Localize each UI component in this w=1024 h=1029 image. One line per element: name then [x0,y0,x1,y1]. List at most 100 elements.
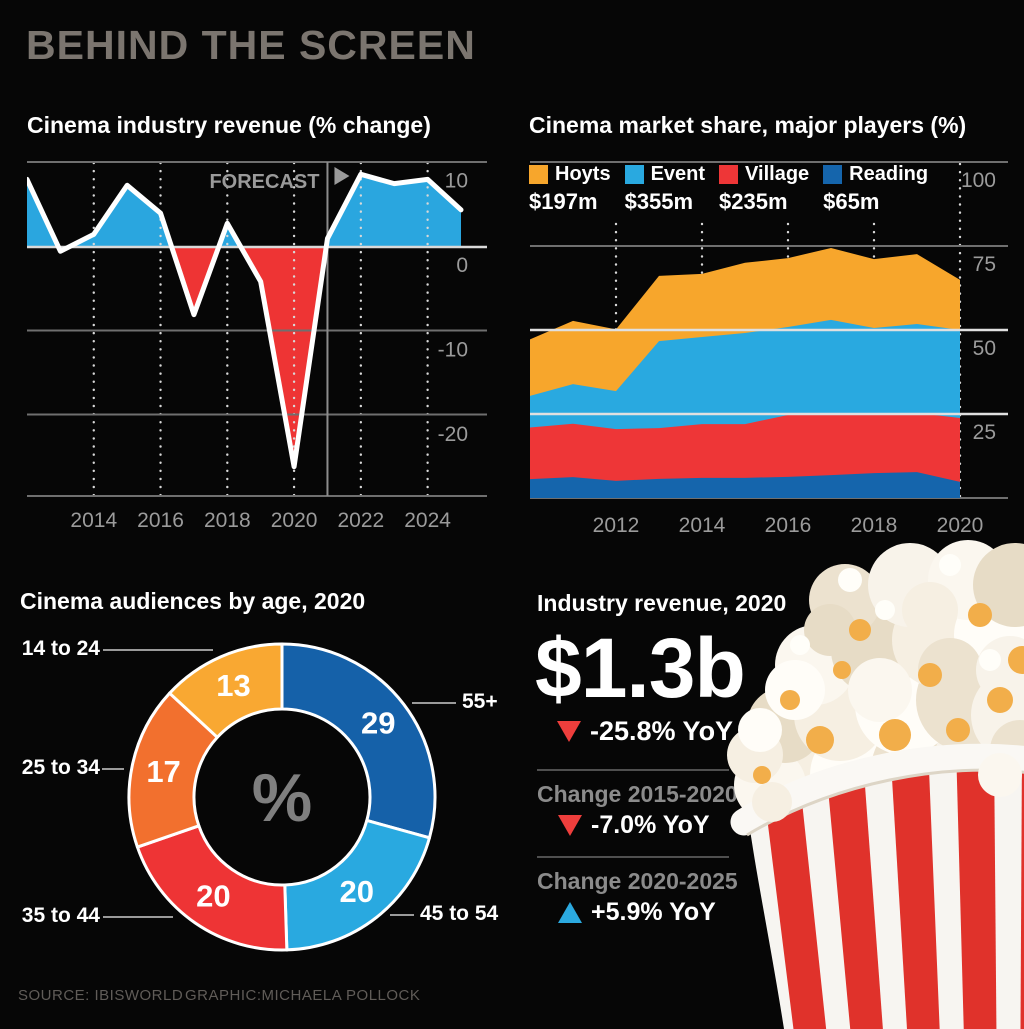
market-share-stacked-chart: 100 75 50 25 2012 2014 2016 2018 2020 [530,161,1008,537]
revenue-area-chart: FORECAST 10 0 -10 -20 2014 2016 2018 2020 2022 202… [27,161,487,532]
butter-kernel [946,718,970,742]
y-tick-label: 75 [973,253,996,276]
donut-segment-55+ [280,642,437,840]
change-row2: +5.9% YoY [558,898,716,927]
audience-chart-title: Cinema audiences by age, 2020 [20,588,366,614]
popcorn-piece [848,658,912,722]
y-tick-label: -10 [438,339,468,362]
age-label-35-44: 35 to 44 [21,904,100,927]
butter-kernel [879,719,911,751]
change-row2-label: Change 2020-2025 [537,868,738,894]
segment-value-label: 20 [340,874,374,909]
segment-value-label: 29 [361,706,395,741]
butter-kernel [1008,646,1024,674]
x-tick-label: 2016 [137,509,184,532]
x-tick-label: 2016 [765,514,812,537]
stats-divider [537,856,729,858]
forecast-label: FORECAST [209,171,319,193]
positive-area [27,174,462,247]
legend-color-chip [719,165,739,184]
segment-value-label: 17 [146,754,180,789]
legend-value: $235m [719,189,788,214]
bucket-red-stripe [824,750,883,1029]
change-row1: -7.0% YoY [558,811,710,840]
butter-kernel [987,687,1013,713]
legend-value: $197m [529,189,598,214]
butter-kernel [780,690,800,710]
segment-value-label: 20 [196,879,230,914]
y-tick-label: 10 [445,170,468,193]
butter-kernel [806,726,834,754]
revenue-chart-title: Cinema industry revenue (% change) [27,112,431,138]
butter-kernel [753,766,771,784]
popcorn-piece [804,604,856,656]
bucket-red-stripe [890,750,940,1029]
popcorn-highlight [939,554,961,576]
legend-name: Event [650,163,706,185]
butter-kernel [918,663,942,687]
legend-item-village: Village $235m [719,163,809,215]
stats-divider [537,769,729,771]
y-tick-label: 100 [961,169,996,192]
market-chart-title: Cinema market share, major players (%) [529,112,967,138]
page-title: BEHIND THE SCREEN [26,22,476,68]
x-tick-label: 2018 [851,514,898,537]
stats-title: Industry revenue, 2020 [537,590,787,616]
change-row2-text: +5.9% YoY [591,898,716,926]
up-triangle-icon [558,902,582,923]
popcorn-piece [752,782,792,822]
legend-item-reading: Reading $65m [823,163,928,215]
butter-kernel [849,619,871,641]
bucket-red-stripe [956,750,997,1029]
popcorn-piece [978,753,1022,797]
legend-name: Hoyts [555,163,611,185]
legend-color-chip [823,165,843,184]
popcorn-highlight [790,635,810,655]
legend-color-chip [529,165,548,184]
popcorn-piece [738,708,782,752]
age-label-14-24: 14 to 24 [21,637,100,660]
age-label-55-plus: 55+ [462,690,498,713]
popcorn-piece [902,582,958,638]
x-tick-label: 2022 [337,509,384,532]
legend-name: Reading [849,163,929,185]
audience-donut-chart: 29 20 20 17 13% [102,642,456,952]
x-tick-label: 2014 [679,514,726,537]
headline-change-row: -25.8% YoY [557,716,733,747]
source-credit: SOURCE: IBISWORLD [18,987,184,1004]
y-tick-label: 50 [973,337,996,360]
change-row1-label: Change 2015-2020 [537,781,738,807]
revenue-line [27,171,464,470]
x-tick-label: 2024 [404,509,451,532]
y-tick-label: 0 [456,254,468,277]
headline-revenue-value: $1.3b [535,621,746,715]
legend-item-hoyts: Hoyts $197m [529,163,611,215]
legend-color-chip [624,165,644,184]
donut-segment-14-to-24 [168,642,284,739]
popcorn-highlight [838,568,862,592]
area-reading [530,472,960,498]
popcorn-piece [765,660,825,720]
down-triangle-icon [558,815,582,836]
segment-value-label: 13 [216,668,250,703]
popcorn-bucket-image [727,540,1024,1029]
x-tick-label: 2018 [204,509,251,532]
legend-value: $355m [624,189,694,214]
y-tick-label: 25 [973,421,996,444]
forecast-arrow-icon [334,167,350,185]
legend-value: $65m [823,189,880,214]
market-legend: Hoyts $197m Event $355m Village $235m Reading $… [529,163,928,215]
y-tick-label: -20 [438,423,468,446]
age-label-45-54: 45 to 54 [420,902,499,925]
x-tick-label: 2014 [70,509,117,532]
butter-kernel [833,661,851,679]
x-tick-label: 2020 [271,509,318,532]
popcorn-highlight [979,649,1001,671]
age-label-25-34: 25 to 34 [21,756,100,779]
legend-name: Village [745,163,810,185]
down-triangle-icon [557,721,581,742]
butter-kernel [968,603,992,627]
donut-center-label: % [252,760,312,836]
x-tick-label: 2020 [937,514,984,537]
